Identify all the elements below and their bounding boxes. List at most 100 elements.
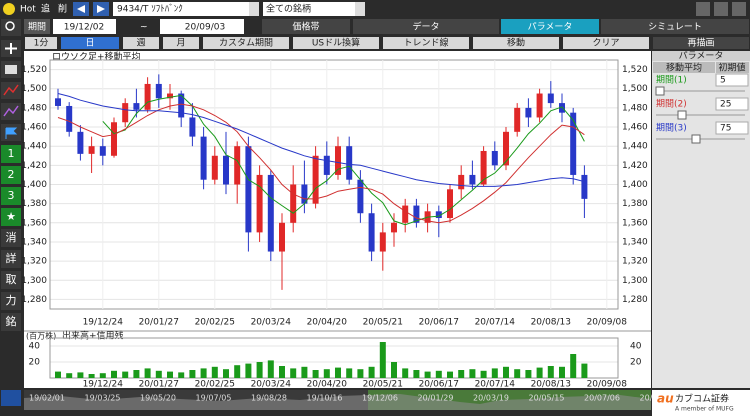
toolbar-button[interactable] — [123, 37, 159, 49]
bulb-icon[interactable] — [3, 3, 15, 15]
bar — [368, 366, 375, 378]
y-tick-label-right: 1,280 — [622, 295, 648, 305]
toolbar-button[interactable] — [293, 37, 379, 49]
toolbar-button[interactable] — [61, 37, 119, 49]
logo-brand: au — [657, 392, 674, 406]
sidebar-button[interactable] — [1, 166, 21, 184]
toolbar-button[interactable] — [563, 37, 649, 49]
moving-average — [102, 94, 585, 226]
sidebar-label: ★ — [6, 210, 16, 223]
delete-button[interactable]: 削 — [58, 3, 67, 15]
param-input[interactable] — [715, 121, 749, 135]
y-tick-label: 20 — [29, 358, 41, 368]
sidebar-button[interactable] — [1, 208, 21, 226]
track-button[interactable]: 追 — [41, 3, 50, 15]
x-tick-label: 20/08/13 — [531, 380, 571, 390]
toolbar-button-label: 移動 — [507, 37, 525, 49]
slider-thumb[interactable] — [655, 86, 665, 96]
candle-body — [514, 107, 521, 132]
x-tick-label: 20/01/27 — [139, 380, 179, 390]
candle-body — [525, 107, 532, 118]
bar — [536, 367, 543, 378]
y-tick-label: 40 — [29, 342, 41, 352]
candle-body — [491, 150, 498, 166]
y-tick-label: 1,480 — [21, 103, 47, 113]
bar — [514, 369, 521, 378]
sidebar-label: 消 — [6, 230, 17, 244]
bar — [581, 363, 588, 378]
x-tick-label: 20/03/24 — [251, 380, 292, 390]
x-tick-label: 19/12/24 — [83, 380, 124, 390]
y-tick-label-right: 1,300 — [622, 276, 648, 286]
close-button[interactable] — [732, 2, 746, 16]
candle-body — [99, 146, 106, 156]
toolbar-button[interactable] — [383, 37, 469, 49]
search-glyph — [5, 21, 15, 31]
symbol-dropdown[interactable] — [249, 2, 259, 16]
toolbar-button[interactable] — [653, 37, 749, 49]
from-date-input[interactable] — [53, 19, 116, 34]
tab-label: シミュレート — [648, 23, 702, 33]
window-button[interactable] — [696, 2, 710, 16]
toolbar-button[interactable] — [163, 37, 199, 49]
sidebar-button[interactable] — [1, 271, 21, 289]
bar — [290, 368, 297, 378]
y-tick-label-right: 1,480 — [622, 103, 648, 113]
settings-icon[interactable] — [1, 390, 21, 406]
search-icon[interactable] — [1, 19, 21, 36]
y-tick-label: 1,380 — [21, 199, 47, 209]
bar — [133, 370, 140, 378]
bar — [88, 374, 95, 378]
toolbar-button-label: 月 — [176, 38, 185, 49]
param-input[interactable] — [715, 73, 749, 87]
flag-glyph — [5, 127, 18, 139]
candle-body — [368, 213, 375, 252]
bar — [99, 373, 106, 378]
candle-body — [290, 184, 297, 223]
window-button[interactable] — [714, 2, 728, 16]
toolbar-button[interactable] — [203, 37, 289, 49]
toolbar-button[interactable] — [25, 37, 57, 49]
symbol-input[interactable] — [113, 2, 259, 16]
x-tick-label: 20/03/24 — [251, 318, 292, 328]
candle-body — [144, 83, 151, 110]
x-tick-label: 20/04/20 — [307, 380, 348, 390]
toolbar-button[interactable] — [473, 37, 559, 49]
candle-body — [122, 103, 129, 123]
tab[interactable] — [353, 19, 499, 34]
y-tick-label-right: 1,320 — [622, 257, 648, 267]
bar — [279, 366, 285, 378]
sidebar-label: 力 — [6, 294, 17, 307]
tab[interactable] — [601, 19, 749, 34]
chart2-glyph — [3, 105, 19, 117]
toolbar-button-label: 日 — [85, 38, 94, 49]
tab[interactable] — [501, 19, 599, 34]
universe-dropdown[interactable] — [355, 2, 365, 16]
bar — [122, 371, 129, 378]
candle-body — [503, 131, 509, 166]
sidebar-button[interactable] — [1, 229, 21, 247]
hot-button[interactable]: Hot — [20, 5, 36, 15]
y-tick-label: 1,500 — [21, 84, 47, 94]
bar — [267, 360, 274, 378]
navigator-silhouette — [24, 394, 651, 410]
universe-select[interactable] — [263, 2, 365, 16]
moving-average — [57, 93, 585, 187]
slider-thumb[interactable] — [691, 134, 701, 144]
sidebar-button[interactable] — [1, 250, 21, 268]
sidebar-button[interactable] — [1, 145, 21, 163]
y-tick-label-right: 1,420 — [622, 161, 648, 171]
price-band-button[interactable] — [262, 19, 350, 34]
sidebar-label: 2 — [8, 168, 15, 181]
bar — [480, 370, 487, 378]
bar — [111, 370, 117, 378]
sidebar-button[interactable] — [1, 313, 21, 331]
sidebar-button[interactable] — [1, 187, 21, 205]
y-tick-label: 1,300 — [21, 276, 47, 286]
bar — [357, 369, 364, 378]
sidebar-button[interactable] — [1, 292, 21, 310]
date-separator: ~ — [140, 23, 148, 33]
to-date-input[interactable] — [160, 19, 244, 34]
param-input[interactable] — [715, 97, 749, 111]
slider-thumb[interactable] — [677, 110, 687, 120]
